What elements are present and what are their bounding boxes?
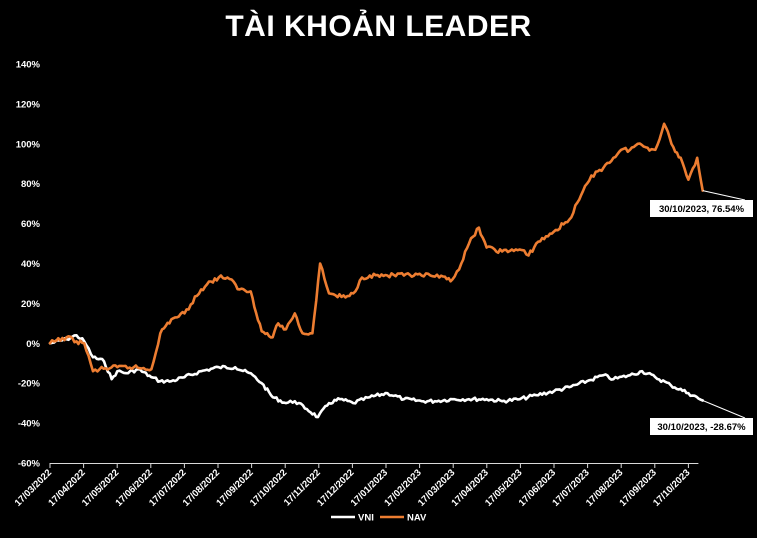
y-tick-label: -60% <box>18 459 41 470</box>
legend-label-nav: NAV <box>407 513 427 524</box>
y-tick-label: -20% <box>18 379 41 390</box>
legend-label-vni: VNI <box>358 513 374 524</box>
callout-layer: 30/10/2023, 76.54% 30/10/2023, -28.67% <box>650 190 753 435</box>
y-tick-label: 40% <box>21 259 41 270</box>
x-axis: 17/03/202217/04/202217/05/202217/06/2022… <box>13 463 699 509</box>
data-label-nav: 30/10/2023, 76.54% <box>659 204 745 215</box>
y-tick-label: 60% <box>21 219 41 230</box>
callout-box-vni <box>650 418 753 435</box>
y-tick-label: 80% <box>21 179 41 190</box>
y-tick-label: 140% <box>16 60 41 71</box>
series-line-vni <box>48 334 704 419</box>
chart-title: TÀI KHOẢN LEADER <box>225 10 532 43</box>
series-layer <box>48 122 704 419</box>
y-tick-label: 100% <box>16 139 41 150</box>
y-tick-label: 120% <box>16 99 41 110</box>
callout-box-nav <box>650 200 753 217</box>
legend: VNI NAV <box>331 513 427 524</box>
y-tick-label: 0% <box>26 339 40 350</box>
callout-leader-nav <box>702 190 746 201</box>
data-label-vni: 30/10/2023, -28.67% <box>657 422 746 433</box>
series-line-nav <box>48 122 704 373</box>
callout-leader-vni <box>702 400 746 419</box>
y-axis: 140% 120% 100% 80% 60% 40% 20% 0% -20% -40% -60% <box>16 60 41 470</box>
y-tick-label: 20% <box>21 299 41 310</box>
y-tick-label: -40% <box>18 419 41 430</box>
